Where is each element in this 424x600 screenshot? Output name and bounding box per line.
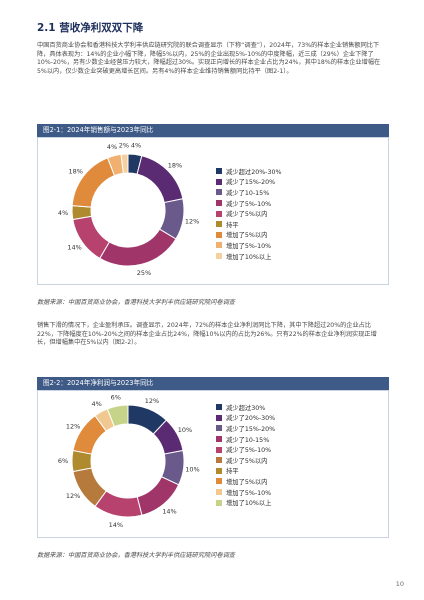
page-number: 10 — [395, 580, 404, 588]
legend-label: 持平 — [226, 221, 239, 229]
legend-swatch — [216, 425, 222, 432]
legend-swatch — [216, 436, 222, 443]
figure2-source: 数据来源：中国百货商业协会，香港科技大学利丰供应链研究院问卷调查 — [37, 552, 235, 559]
figure2-box: 12% 10% 10% 14% 14% 12% 6% 12% 4% 6% — [37, 390, 389, 538]
legend-swatch — [216, 499, 222, 506]
legend-item: 增加了5%以内 — [216, 230, 281, 241]
slice-value-label: 4% — [131, 142, 141, 150]
legend-item: 减少了10-15% — [216, 187, 281, 198]
slice-value-label: 14% — [109, 521, 123, 529]
legend-label: 持平 — [226, 468, 239, 476]
legend-item: 持平 — [216, 466, 275, 477]
slice-value-label: 4% — [107, 143, 117, 151]
legend-item: 减少了5%-10% — [216, 198, 281, 209]
legend-swatch — [216, 467, 222, 474]
legend-item: 增加了5%-10% — [216, 487, 275, 498]
legend-label: 减少超过30% — [226, 404, 266, 412]
slice-value-label: 18% — [69, 168, 83, 176]
legend-label: 减少了5%-10% — [226, 200, 272, 208]
legend-item: 增加了5%以内 — [216, 476, 275, 487]
legend-label: 减少了5%以内 — [226, 457, 268, 465]
legend-label: 增加了5%以内 — [226, 478, 268, 486]
slice-value-label: 14% — [67, 243, 81, 251]
figure1-source: 数据来源：中国百货商业协会，香港科技大学利丰供应链研究院问卷调查 — [37, 299, 235, 306]
slice-value-label: 10% — [185, 465, 199, 473]
legend-swatch — [216, 231, 222, 238]
legend-swatch — [216, 168, 222, 175]
legend-label: 减少了5%-10% — [226, 447, 272, 455]
slice-value-label: 12% — [145, 397, 159, 405]
legend-swatch — [216, 189, 222, 196]
legend-item: 增加了10%以上 — [216, 251, 281, 262]
slice-value-label: 18% — [168, 161, 182, 169]
legend-item: 增加了5%-10% — [216, 240, 281, 251]
slice-value-label: 25% — [137, 269, 151, 277]
donut-slice — [120, 153, 129, 174]
slice-value-label: 12% — [185, 217, 199, 225]
paragraph-sales: 中国百货商业协会和香港科技大学利丰供应链研究院的联合调查显示（下称“调查”），2… — [37, 42, 381, 75]
figure1-box: 4% 18% 12% 25% 14% 4% 18% 4% 2% — [37, 137, 389, 285]
slice-value-label: 14% — [162, 507, 176, 515]
legend-item: 减少了5%-10% — [216, 444, 275, 455]
donut-slice — [71, 157, 116, 208]
legend-swatch — [216, 210, 222, 217]
legend-swatch — [216, 414, 222, 421]
legend-item: 减少了15%-20% — [216, 177, 281, 188]
slice-value-label: 6% — [111, 393, 121, 401]
paragraph-profit: 销售下滑的情况下，企业盈利承压。调查显示，2024年，72%的样本企业净利润同比… — [37, 322, 377, 347]
slice-value-label: 4% — [58, 209, 68, 217]
legend-swatch — [216, 404, 222, 411]
legend-label: 增加了5%-10% — [226, 489, 272, 497]
slice-value-label: 4% — [92, 400, 102, 408]
figure1-legend: 减少超过20%-30% 减少了15%-20% 减少了10-15% 减少了5%-10% 减… — [216, 166, 281, 261]
legend-swatch — [216, 178, 222, 185]
profit-donut-chart: 12% 10% 10% 14% 14% 12% 6% 12% 4% 6% — [58, 393, 200, 529]
legend-label: 增加了10%以上 — [226, 253, 272, 261]
legend-label: 减少了20%-30% — [226, 415, 276, 423]
legend-label: 减少了15%-20% — [226, 179, 276, 187]
slice-value-label: 12% — [66, 492, 80, 500]
legend-item: 减少了20%-30% — [216, 413, 275, 424]
legend-swatch — [216, 253, 222, 260]
legend-label: 减少了10-15% — [226, 436, 270, 444]
legend-label: 增加了5%以内 — [226, 232, 268, 240]
legend-item: 减少超过20%-30% — [216, 166, 281, 177]
legend-label: 增加了5%-10% — [226, 242, 272, 250]
legend-label: 减少了15%-20% — [226, 425, 276, 433]
legend-swatch — [216, 242, 222, 249]
figure2-title: 图2-2：2024年净利润与2023年同比 — [37, 377, 389, 390]
legend-swatch — [216, 489, 222, 496]
sales-donut-chart: 4%18%12%25%14%4%18%4% 2% — [58, 141, 199, 277]
section-title: 2.1 营收净利双双下降 — [37, 22, 144, 34]
legend-label: 减少了10-15% — [226, 189, 270, 197]
legend-swatch — [216, 478, 222, 485]
donut-slice — [72, 215, 111, 260]
slice-value-label: 10% — [178, 426, 192, 434]
slice-value-label: 6% — [58, 457, 68, 465]
legend-label: 减少了5%以内 — [226, 211, 268, 219]
legend-item: 减少了5%以内 — [216, 208, 281, 219]
figure2-legend: 减少超过30% 减少了20%-30% 减少了15%-20% 减少了10-15% 减少了5… — [216, 402, 275, 508]
legend-item: 持平 — [216, 219, 281, 230]
legend-label: 增加了10%以上 — [226, 500, 272, 508]
legend-item: 减少超过30% — [216, 402, 275, 413]
slice-value-label: 2% — [119, 141, 129, 149]
legend-swatch — [216, 200, 222, 207]
legend-item: 减少了10-15% — [216, 434, 275, 445]
slice-value-label: 12% — [66, 422, 80, 430]
legend-item: 增加了10%以上 — [216, 497, 275, 508]
legend-item: 减少了5%以内 — [216, 455, 275, 466]
legend-item: 减少了15%-20% — [216, 423, 275, 434]
legend-swatch — [216, 457, 222, 464]
donut-slice — [106, 404, 129, 428]
legend-swatch — [216, 221, 222, 228]
legend-label: 减少超过20%-30% — [226, 168, 282, 176]
donut-slice — [99, 228, 177, 267]
figure1-title: 图2-1：2024年销售额与2023年同比 — [37, 124, 389, 137]
legend-swatch — [216, 446, 222, 453]
